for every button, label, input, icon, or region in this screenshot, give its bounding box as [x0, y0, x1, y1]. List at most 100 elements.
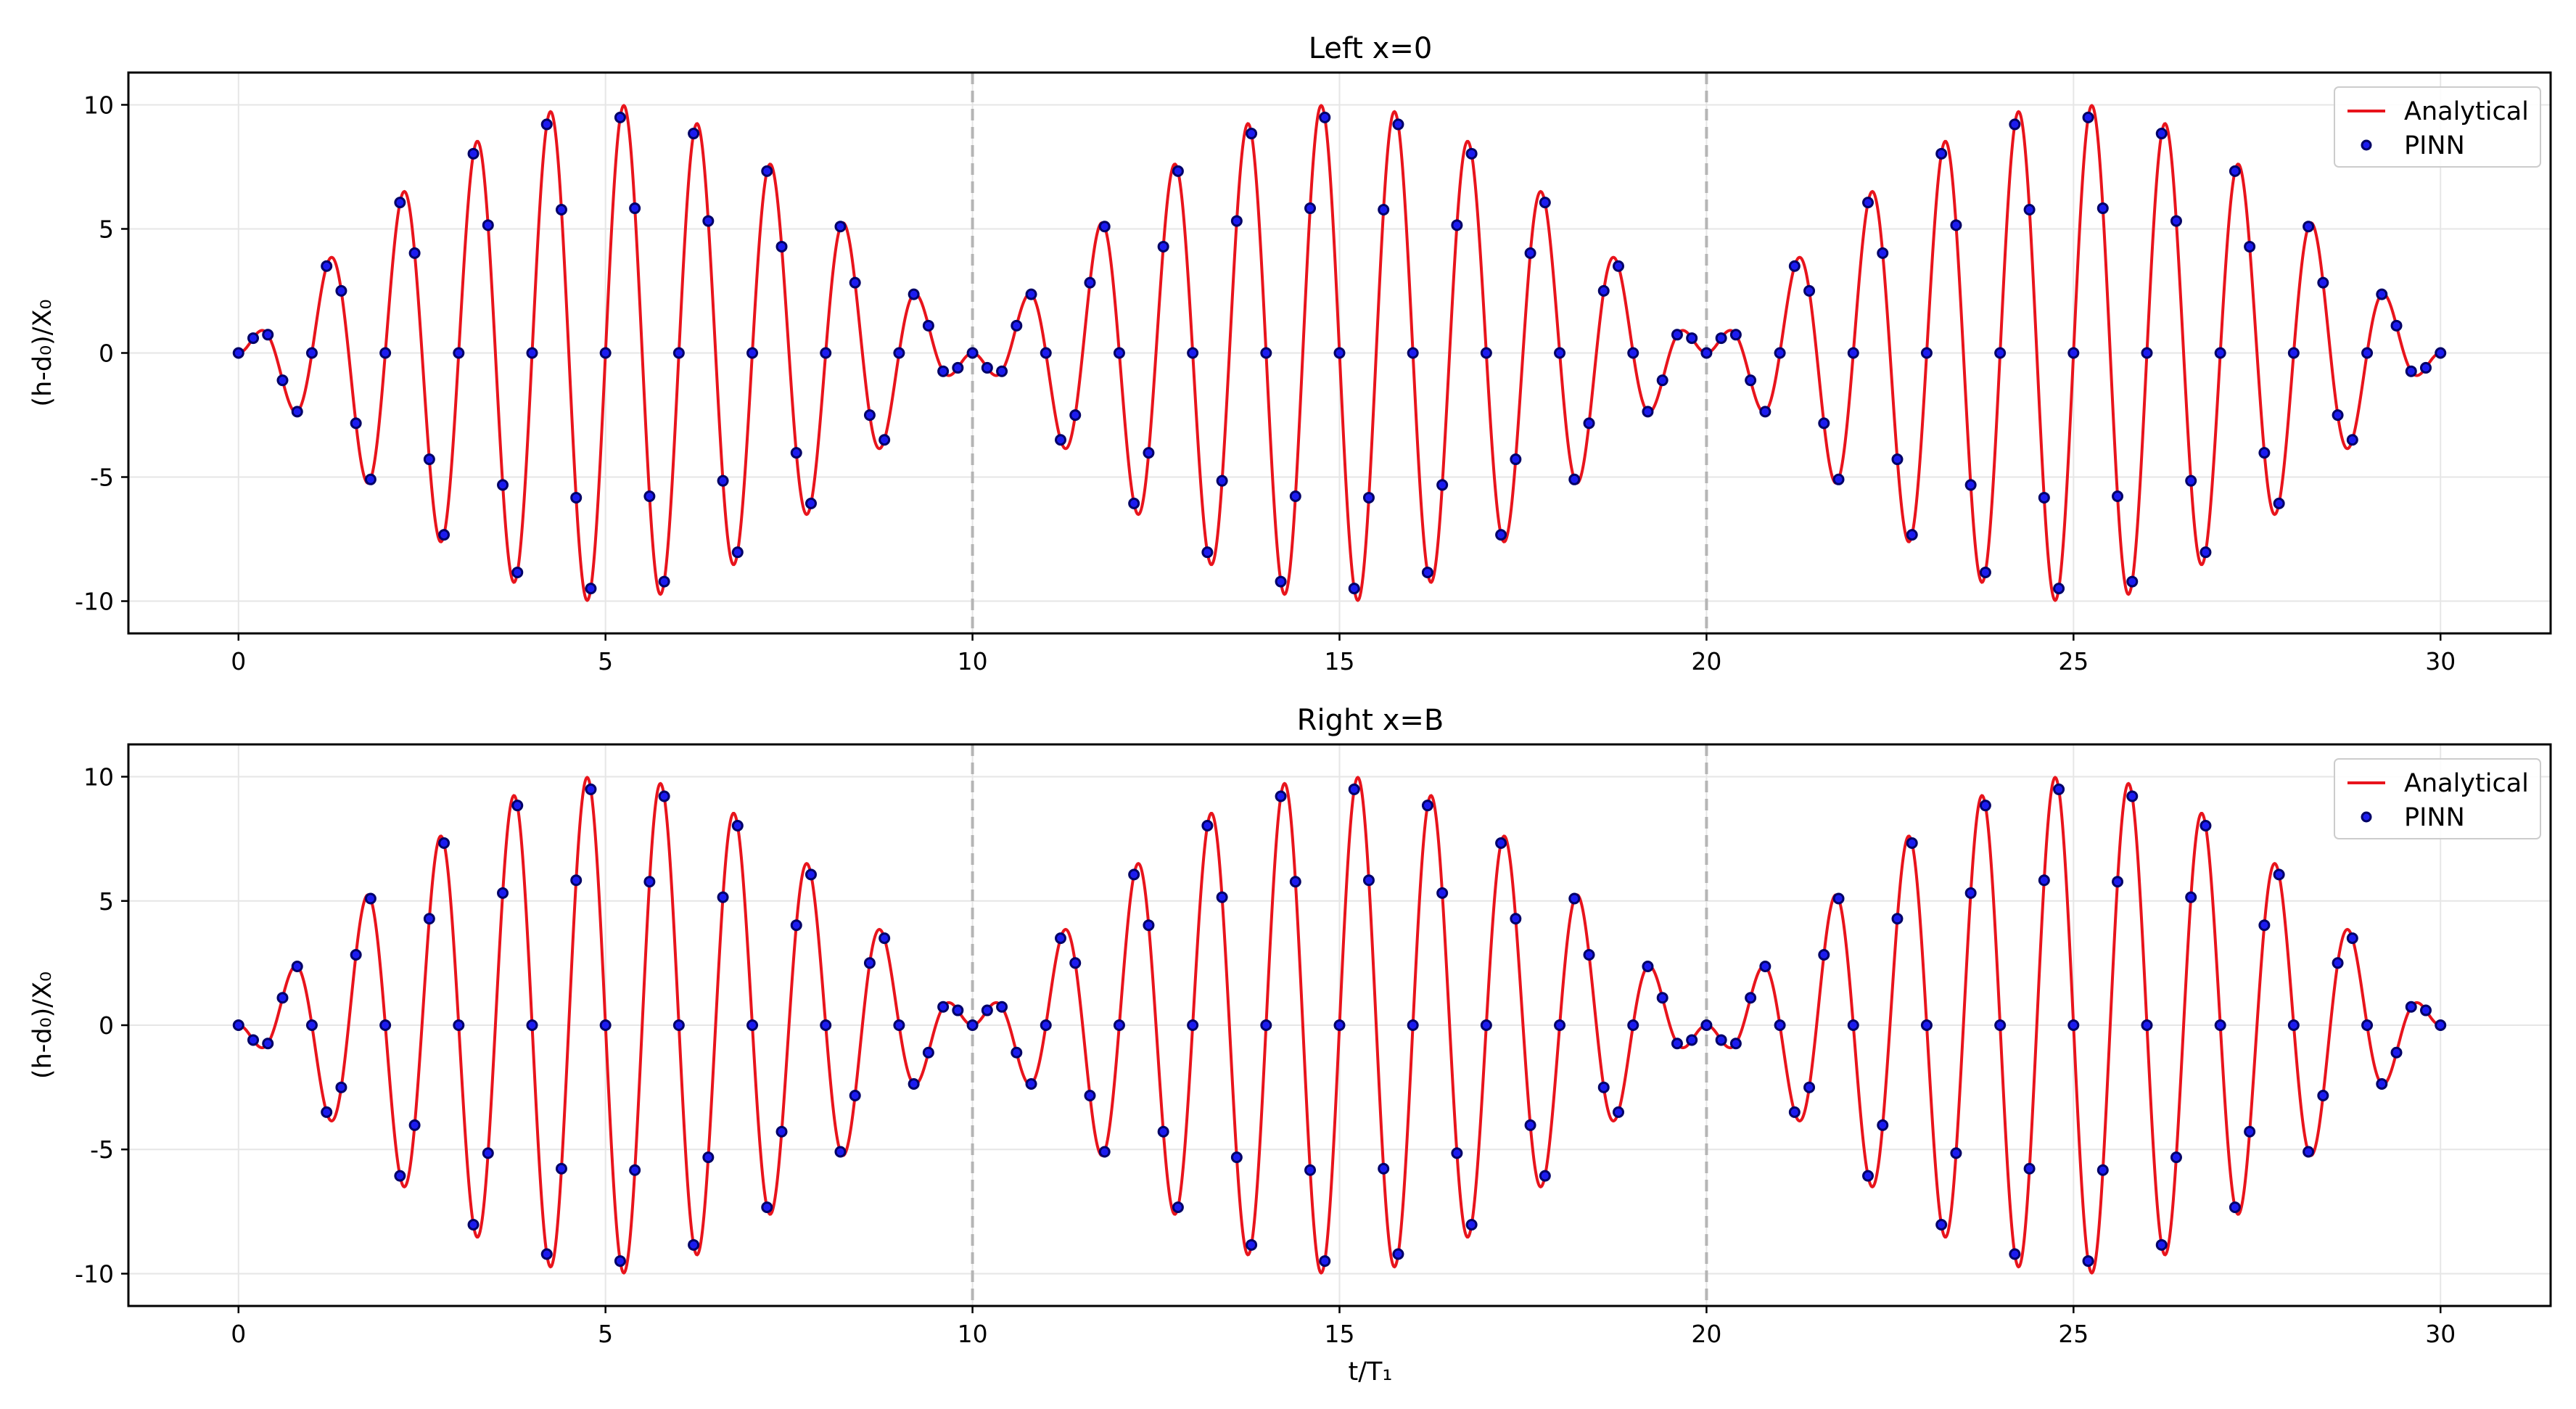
pinn-point: [1378, 1162, 1390, 1175]
pinn-point: [1642, 406, 1654, 418]
pinn-point: [1157, 1125, 1169, 1138]
pinn-point: [1524, 1119, 1536, 1131]
pinn-point: [305, 347, 318, 359]
pinn-point: [1729, 1038, 1742, 1050]
pinn-point: [1774, 347, 1786, 359]
pinn-point: [1803, 1081, 1816, 1093]
pinn-point: [2419, 361, 2432, 374]
x-tick-label: 25: [2058, 647, 2089, 675]
pinn-point: [1539, 197, 1551, 209]
pinn-point: [834, 221, 847, 233]
pinn-point: [1510, 913, 1522, 925]
pinn-point: [232, 347, 244, 359]
pinn-point: [1583, 949, 1595, 961]
pinn-point: [1421, 566, 1433, 578]
pinn-point: [1348, 783, 1360, 795]
chart-title: Right x=B: [1297, 704, 1444, 737]
pinn-point: [1832, 473, 1845, 485]
pinn-point: [1069, 409, 1082, 422]
pinn-point: [1994, 1019, 2007, 1031]
pinn-point: [555, 204, 567, 216]
y-tick-label: 0: [99, 1011, 114, 1040]
x-tick-label: 0: [231, 647, 246, 675]
pinn-point: [2390, 1046, 2403, 1059]
pinn-point: [937, 365, 950, 377]
pinn-point: [2112, 490, 2124, 502]
pinn-point: [629, 1164, 641, 1176]
pinn-point: [1495, 837, 1507, 850]
pinn-point: [467, 147, 480, 160]
pinn-point: [1964, 479, 1977, 491]
pinn-point: [2303, 221, 2315, 233]
pinn-point: [937, 1001, 950, 1013]
pinn-point: [453, 347, 465, 359]
pinn-point: [497, 479, 509, 491]
pinn-point: [1362, 491, 1375, 504]
pinn-point: [379, 1019, 392, 1031]
x-axis-label: t/T₁: [1349, 1357, 1393, 1387]
pinn-point: [2009, 1248, 2021, 1260]
pinn-point: [585, 583, 597, 595]
pinn-point: [335, 1081, 347, 1093]
pinn-point: [1201, 819, 1214, 831]
y-tick-label: -5: [90, 1135, 114, 1164]
pinn-point: [2376, 1078, 2388, 1090]
pinn-point: [1392, 118, 1404, 131]
pinn-point: [2112, 876, 2124, 888]
pinn-point: [1597, 1081, 1610, 1093]
pinn-point: [1994, 347, 2007, 359]
pinn-point: [1612, 1106, 1624, 1118]
pinn-point: [1025, 288, 1037, 300]
pinn-point: [2082, 1255, 2094, 1268]
pinn-point: [2376, 288, 2388, 300]
chart-panel-right: Right x=B 0 5 10 15 20 25 30 10 5 0 -5 -10 (h-d₀)/…: [28, 704, 2552, 1387]
pinn-point: [2390, 319, 2403, 332]
pinn-point: [2009, 118, 2021, 131]
pinn-point: [1143, 919, 1155, 932]
legend-pinn-label: PINN: [2404, 131, 2465, 160]
pinn-point: [2361, 347, 2374, 359]
pinn-point: [688, 128, 700, 140]
pinn-point: [1055, 434, 1067, 446]
pinn-point: [1554, 1019, 1566, 1031]
pinn-point: [1671, 1038, 1683, 1050]
pinn-point: [1568, 473, 1581, 485]
pinn-point: [731, 819, 744, 831]
pinn-point: [2317, 1089, 2329, 1101]
pinn-point: [1759, 961, 1771, 972]
pinn-point: [2332, 957, 2344, 969]
pinn-point: [805, 868, 817, 881]
pinn-point: [379, 347, 392, 359]
x-tick-label: 10: [958, 1320, 988, 1348]
pinn-point: [2185, 475, 2197, 487]
chart-panel-left: Left x=0 0 5 10 15 20 25 30 10 5 0 -5 -10 (h-d₀)/X…: [28, 32, 2552, 675]
pinn-point: [1069, 957, 1082, 969]
pinn-point: [1246, 1238, 1258, 1251]
pinn-point: [1084, 276, 1096, 289]
pinn-point: [1011, 319, 1023, 332]
pinn-point: [1333, 1019, 1346, 1031]
pinn-point: [1011, 1046, 1023, 1059]
x-tick-label: 15: [1325, 647, 1355, 675]
pinn-point: [1216, 891, 1228, 903]
legend: Analytical PINN: [2334, 758, 2541, 839]
pinn-point: [2038, 491, 2050, 504]
pinn-point: [2287, 347, 2300, 359]
pinn-point: [1362, 874, 1375, 887]
pinn-point: [1451, 219, 1463, 231]
pinn-point: [1128, 868, 1140, 881]
pinn-point: [2200, 819, 2212, 831]
pinn-point: [570, 491, 583, 504]
pinn-point: [1583, 417, 1595, 430]
pinn-point: [482, 219, 494, 231]
pinn-point: [981, 361, 993, 374]
legend-pinn-swatch: [2361, 811, 2372, 823]
pinn-point: [820, 1019, 832, 1031]
pinn-point: [1671, 329, 1683, 341]
pinn-point: [1979, 566, 1991, 578]
legend-box: [2334, 86, 2541, 168]
pinn-point: [908, 288, 920, 300]
y-axis-ticks: 10 5 0 -5 -10: [75, 91, 128, 616]
pinn-point: [922, 1046, 934, 1059]
pinn-point: [731, 546, 744, 559]
